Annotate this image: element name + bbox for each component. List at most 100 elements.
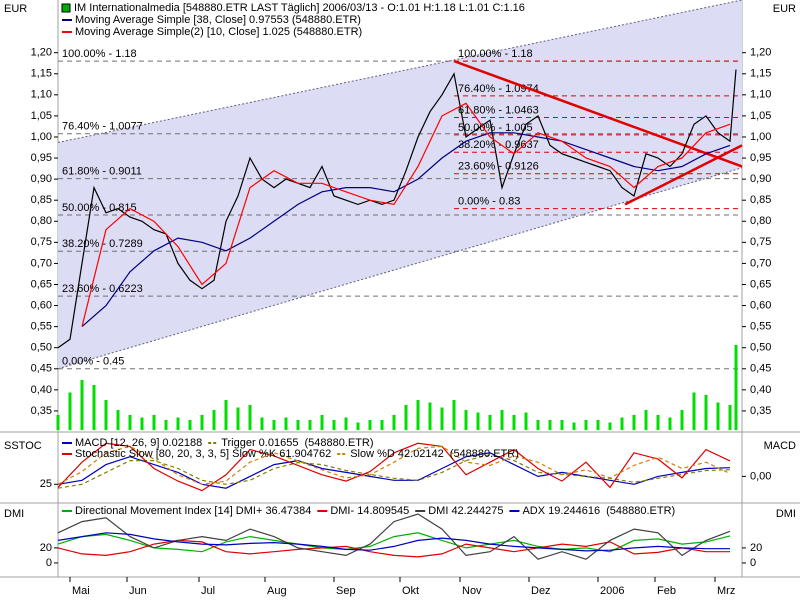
fib-label: 38.20% - 0.9637 bbox=[458, 139, 539, 151]
y2-axis-label: DMI bbox=[776, 508, 796, 520]
volume-bar bbox=[176, 417, 180, 430]
legend-source: (548880.ETR) bbox=[304, 437, 373, 449]
chart-title: IM Internationalmedia [548880.ETR LAST T… bbox=[74, 2, 525, 14]
volume-bar bbox=[284, 417, 288, 430]
volume-bar bbox=[140, 417, 144, 430]
y-tick-label: 1,05 bbox=[31, 110, 52, 122]
y-tick-label: 1,20 bbox=[31, 47, 52, 59]
volume-bar bbox=[356, 422, 360, 430]
y2-tick-label: 0 bbox=[750, 557, 756, 569]
volume-bar bbox=[428, 402, 432, 430]
series-line bbox=[57, 532, 731, 553]
legend-label: DMI 42.244275 bbox=[428, 505, 503, 517]
volume-bar bbox=[548, 420, 552, 430]
volume-bar bbox=[128, 415, 132, 430]
volume-bar bbox=[512, 415, 516, 430]
x-tick-label: Okt bbox=[402, 585, 419, 597]
volume-bar bbox=[272, 420, 276, 430]
fib-label: 23.60% - 0.6223 bbox=[62, 283, 143, 295]
volume-bar bbox=[188, 420, 192, 430]
y2-tick-label: 0,80 bbox=[750, 215, 771, 227]
volume-bar bbox=[116, 410, 120, 430]
fib-label: 61.80% - 0.9011 bbox=[62, 166, 142, 178]
volume-bar bbox=[656, 415, 660, 430]
y2-tick-label: 20 bbox=[750, 542, 762, 554]
y2-tick-label: 0,85 bbox=[750, 194, 771, 206]
volume-bar bbox=[584, 420, 588, 430]
legend-label: Trigger 0.01655 bbox=[221, 437, 298, 449]
y-tick-label: 25 bbox=[40, 478, 52, 490]
volume-bar bbox=[680, 410, 684, 430]
fib-label: 100.00% - 1.18 bbox=[62, 48, 137, 60]
volume-bar bbox=[596, 420, 600, 430]
fib-label: 61.80% - 1.0463 bbox=[458, 104, 539, 116]
y2-tick-label: 1,10 bbox=[750, 89, 771, 101]
x-tick-label: Sep bbox=[336, 585, 356, 597]
volume-bar bbox=[248, 405, 252, 430]
legend-label: ADX 19.244616 bbox=[522, 505, 600, 517]
y2-tick-label: 0,55 bbox=[750, 321, 771, 333]
legend-label: Slow %D 42.02142 bbox=[350, 448, 444, 460]
legend-label: Stochastic Slow [80, 20, 3, 3, 5] Slow %… bbox=[75, 448, 331, 460]
volume-bar bbox=[392, 415, 396, 430]
series-line bbox=[57, 454, 731, 489]
volume-bar bbox=[368, 420, 372, 430]
volume-bar bbox=[608, 422, 612, 430]
series-line bbox=[57, 513, 731, 560]
y-tick-label: 0,45 bbox=[31, 363, 52, 375]
volume-bar bbox=[200, 415, 204, 430]
channel-edge bbox=[57, 0, 743, 143]
volume-bar bbox=[380, 420, 384, 430]
volume-bar bbox=[164, 420, 168, 430]
volume-bar bbox=[212, 410, 216, 430]
volume-bar bbox=[716, 402, 720, 430]
volume-bar bbox=[476, 412, 480, 430]
volume-bar bbox=[572, 422, 576, 430]
volume-bar bbox=[488, 415, 492, 430]
x-tick-label: Nov bbox=[462, 585, 482, 597]
volume-bar bbox=[344, 417, 348, 430]
y-tick-label: 0,60 bbox=[31, 299, 52, 311]
y-tick-label: 0,35 bbox=[31, 405, 52, 417]
x-tick-label: Jul bbox=[201, 585, 215, 597]
volume-bar bbox=[224, 400, 228, 430]
y-tick-label: 0,90 bbox=[31, 173, 52, 185]
y-tick-label: 0,75 bbox=[31, 236, 52, 248]
y2-tick-label: 0,65 bbox=[750, 278, 771, 290]
volume-bar bbox=[632, 415, 636, 430]
legend-label: Moving Average Simple(2) [10, Close] 1.0… bbox=[75, 26, 362, 38]
series-line bbox=[57, 445, 731, 485]
volume-bar bbox=[332, 420, 336, 430]
y2-tick-label: 0,60 bbox=[750, 299, 771, 311]
y-tick-label: 0,55 bbox=[31, 321, 52, 333]
series-line bbox=[57, 69, 737, 349]
volume-bar bbox=[308, 420, 312, 430]
y-tick-label: 0,40 bbox=[31, 384, 52, 396]
x-tick-label: Dez bbox=[531, 585, 551, 597]
trendline bbox=[453, 59, 743, 168]
y-tick-label: 0,65 bbox=[31, 278, 52, 290]
volume-bar bbox=[152, 415, 156, 430]
volume-bar bbox=[536, 420, 540, 430]
y2-tick-label: 1,00 bbox=[750, 131, 771, 143]
volume-bar bbox=[452, 400, 456, 430]
volume-bar bbox=[92, 385, 96, 430]
volume-bar bbox=[524, 412, 528, 430]
y2-tick-label: 0,70 bbox=[750, 257, 771, 269]
y-tick-label: 1,00 bbox=[31, 131, 52, 143]
volume-bar bbox=[704, 395, 708, 430]
volume-bar bbox=[734, 345, 738, 430]
y-tick-label: 1,10 bbox=[31, 89, 52, 101]
y-tick-label: 0,50 bbox=[31, 342, 52, 354]
y2-tick-label: 1,15 bbox=[750, 68, 771, 80]
volume-bar bbox=[644, 410, 648, 430]
volume-bar bbox=[440, 407, 444, 430]
volume-bar bbox=[260, 417, 264, 430]
volume-bar bbox=[68, 392, 72, 430]
y-tick-label: 20 bbox=[40, 542, 52, 554]
legend-source: (548880.ETR) bbox=[450, 448, 519, 460]
volume-bar bbox=[236, 407, 240, 430]
legend-icon bbox=[61, 3, 71, 13]
y-axis-label: EUR bbox=[4, 3, 27, 15]
y2-tick-label: 1,05 bbox=[750, 110, 771, 122]
